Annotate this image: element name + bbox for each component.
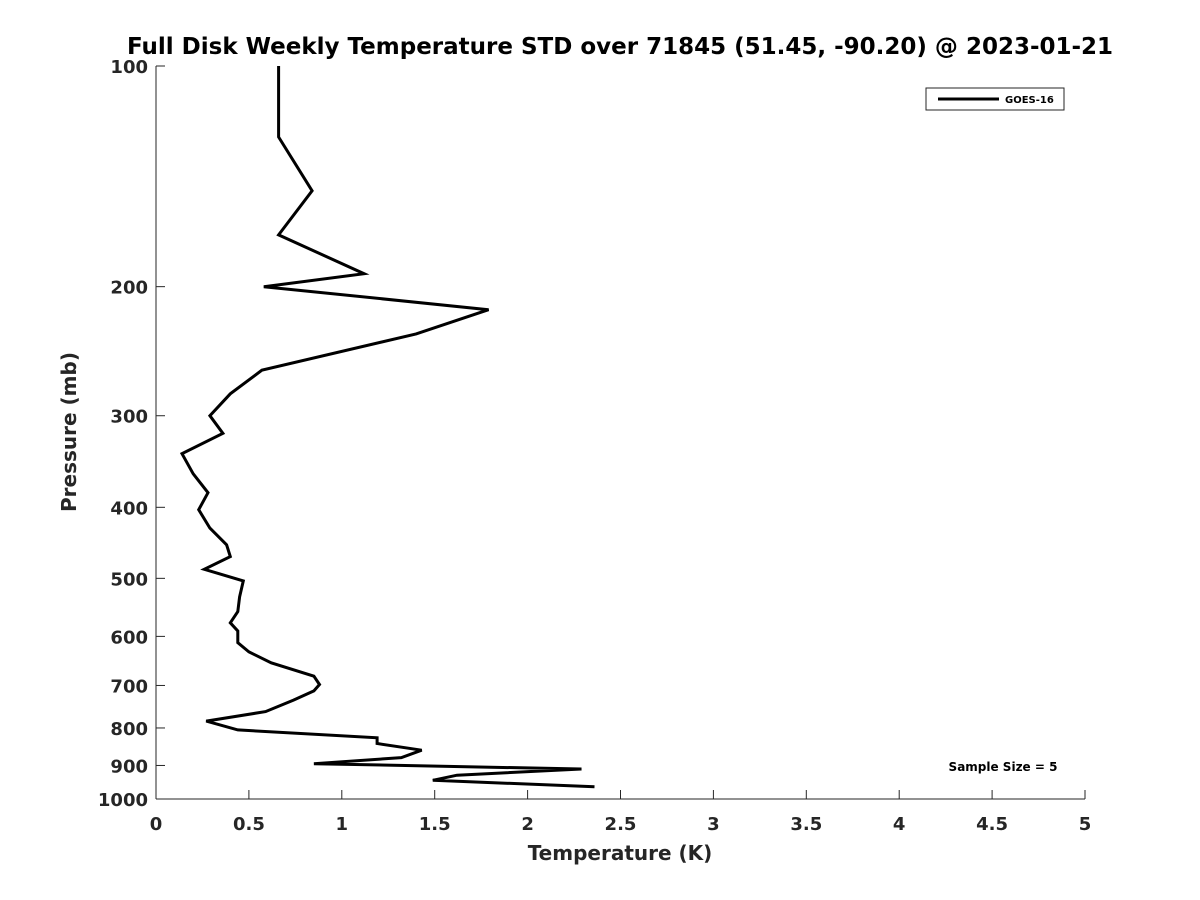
x-tick-label: 1: [336, 814, 349, 835]
y-tick-label: 400: [110, 498, 148, 519]
x-tick-label: 2.5: [605, 814, 637, 835]
x-tick-label: 1.5: [419, 814, 451, 835]
series-line-goes-16: [179, 66, 595, 789]
x-tick-label: 5: [1079, 814, 1092, 835]
x-tick-label: 4.5: [976, 814, 1008, 835]
x-tick-label: 0: [150, 814, 163, 835]
legend-label: GOES-16: [1005, 95, 1054, 106]
chart-title: Full Disk Weekly Temperature STD over 71…: [127, 34, 1113, 60]
sample-size-annotation: Sample Size = 5: [949, 760, 1058, 774]
y-tick-label: 200: [110, 278, 148, 299]
x-axis: 0 0.5 1 1.5 2 2.5 3 3.5 4 4.5 5: [150, 790, 1092, 835]
y-tick-label: 800: [110, 719, 148, 740]
x-axis-label: Temperature (K): [528, 841, 713, 865]
x-tick-label: 3.5: [790, 814, 822, 835]
y-tick-label: 900: [110, 756, 148, 777]
y-axis: 100 200 300 400 500 600 700 800 900 1000: [98, 57, 165, 811]
y-axis-label: Pressure (mb): [57, 352, 81, 512]
y-tick-label: 600: [110, 627, 148, 648]
y-tick-label: 300: [110, 407, 148, 428]
y-tick-label: 100: [110, 57, 148, 78]
x-tick-label: 4: [893, 814, 906, 835]
legend: GOES-16: [925, 87, 1065, 111]
x-tick-label: 2: [521, 814, 534, 835]
y-tick-label: 1000: [98, 790, 148, 811]
x-tick-label: 0.5: [233, 814, 265, 835]
x-tick-label: 3: [707, 814, 720, 835]
series-layer: [179, 66, 595, 789]
axes: [155, 66, 1085, 800]
y-tick-label: 500: [110, 569, 148, 590]
y-tick-label: 700: [110, 676, 148, 697]
